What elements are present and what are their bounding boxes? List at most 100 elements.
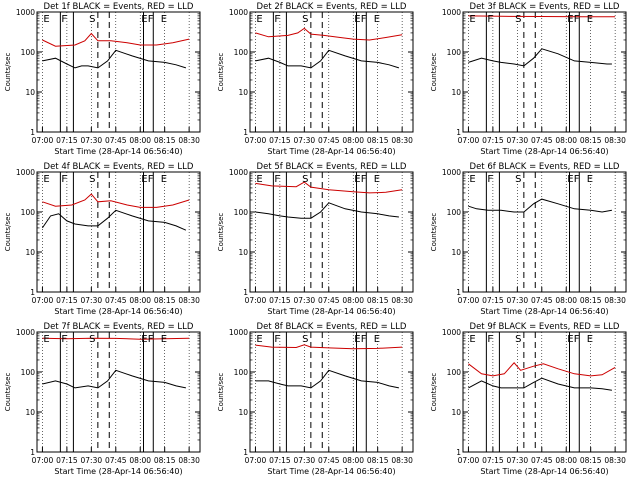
x-tick-label: 07:15 [56, 136, 78, 145]
event-marker-label: S [302, 14, 308, 25]
event-marker-label: E [567, 14, 573, 25]
event-marker-label: E [161, 174, 167, 185]
x-tick-label: 07:00 [32, 136, 54, 145]
event-marker-label: S [302, 334, 308, 345]
x-axis-label: Start Time (28-Apr-14 06:56:40) [267, 147, 395, 156]
x-tick-label: 07:30 [81, 456, 103, 465]
events-series-line [468, 48, 612, 67]
y-axis-label: Counts/sec [217, 373, 225, 412]
event-marker-label: F [148, 174, 154, 185]
x-tick-label: 08:15 [367, 456, 389, 465]
event-marker-label: E [354, 334, 360, 345]
y-tick-label: 100 [21, 48, 36, 57]
y-tick-label: 1 [456, 128, 461, 137]
x-axis-label: Start Time (28-Apr-14 06:56:40) [267, 467, 395, 476]
x-tick-label: 07:30 [81, 136, 103, 145]
event-marker-label: E [43, 174, 49, 185]
x-tick-label: 07:45 [531, 296, 553, 305]
y-tick-label: 1 [243, 448, 248, 457]
x-tick-label: 08:15 [580, 456, 602, 465]
y-tick-label: 10 [238, 88, 248, 97]
event-marker-label: F [574, 174, 580, 185]
event-marker-label: E [374, 14, 380, 25]
y-tick-label: 1000 [442, 328, 461, 337]
x-tick-label: 08:00 [342, 456, 364, 465]
x-axis-label: Start Time (28-Apr-14 06:56:40) [480, 307, 608, 316]
x-axis-label: Start Time (28-Apr-14 06:56:40) [480, 467, 608, 476]
x-tick-label: 07:30 [507, 456, 529, 465]
y-tick-label: 10 [238, 248, 248, 257]
event-marker-label: F [487, 334, 493, 345]
y-tick-label: 1000 [442, 8, 461, 17]
events-series-line [255, 369, 399, 389]
panel-title: Det 5f BLACK = Events, RED = LLD [257, 162, 407, 172]
y-tick-label: 100 [21, 368, 36, 377]
event-marker-label: E [43, 334, 49, 345]
y-tick-label: 100 [234, 368, 249, 377]
plot-frame [249, 171, 414, 293]
panel-7: Det 7f BLACK = Events, RED = LLD Counts/s… [4, 322, 201, 476]
x-tick-label: 07:15 [269, 456, 291, 465]
event-marker-label: S [89, 174, 95, 185]
lld-series-line [42, 337, 190, 340]
event-marker-label: E [469, 174, 475, 185]
event-marker-label: E [256, 334, 262, 345]
x-tick-label: 08:15 [154, 296, 176, 305]
event-marker-label: F [487, 174, 493, 185]
event-marker-label: F [361, 174, 367, 185]
x-tick-label: 08:15 [367, 136, 389, 145]
event-marker-label: F [274, 174, 280, 185]
event-marker-label: E [161, 14, 167, 25]
x-tick-label: 08:00 [555, 136, 577, 145]
events-series-line [255, 49, 400, 69]
plot-frame [249, 331, 414, 453]
y-tick-label: 1000 [16, 168, 35, 177]
event-marker-label: S [89, 14, 95, 25]
x-axis-label: Start Time (28-Apr-14 06:56:40) [54, 307, 182, 316]
x-tick-label: 08:00 [342, 136, 364, 145]
lld-series-line [255, 344, 403, 350]
x-tick-label: 07:45 [318, 296, 340, 305]
y-tick-label: 1 [30, 448, 35, 457]
event-marker-label: E [141, 14, 147, 25]
x-tick-label: 07:30 [507, 136, 529, 145]
plot-frame [249, 11, 414, 133]
lld-series-line [468, 362, 616, 377]
panel-9: Det 9f BLACK = Events, RED = LLD Counts/s… [430, 322, 627, 476]
event-marker-label: F [148, 334, 154, 345]
event-marker-label: E [469, 14, 475, 25]
events-series-line [41, 209, 187, 231]
plot-frame [462, 171, 627, 293]
x-tick-label: 08:30 [391, 136, 413, 145]
lld-series-line [255, 27, 403, 41]
y-axis-label: Counts/sec [4, 213, 12, 252]
y-tick-label: 100 [447, 368, 462, 377]
plot-frame [36, 171, 201, 293]
x-tick-label: 08:30 [178, 296, 200, 305]
event-marker-label: S [89, 334, 95, 345]
event-marker-label: E [587, 334, 593, 345]
x-tick-label: 07:00 [458, 296, 480, 305]
x-tick-label: 07:00 [32, 296, 54, 305]
x-tick-label: 07:45 [105, 456, 127, 465]
event-marker-label: E [354, 14, 360, 25]
lld-series-line [42, 193, 190, 208]
event-marker-label: E [567, 334, 573, 345]
x-tick-label: 07:15 [56, 296, 78, 305]
x-axis-label: Start Time (28-Apr-14 06:56:40) [267, 307, 395, 316]
panel-6: Det 6f BLACK = Events, RED = LLD Counts/s… [430, 162, 627, 316]
x-tick-label: 08:15 [367, 296, 389, 305]
x-tick-label: 07:15 [56, 456, 78, 465]
y-tick-label: 1 [456, 448, 461, 457]
y-tick-label: 1000 [16, 8, 35, 17]
panel-title: Det 6f BLACK = Events, RED = LLD [470, 162, 620, 172]
event-marker-label: E [469, 334, 475, 345]
y-tick-label: 100 [234, 48, 249, 57]
lld-series-line [468, 15, 616, 18]
plot-frame [36, 331, 201, 453]
y-tick-label: 100 [21, 208, 36, 217]
y-tick-label: 1 [456, 288, 461, 297]
x-tick-label: 07:15 [269, 136, 291, 145]
x-tick-label: 08:00 [342, 296, 364, 305]
